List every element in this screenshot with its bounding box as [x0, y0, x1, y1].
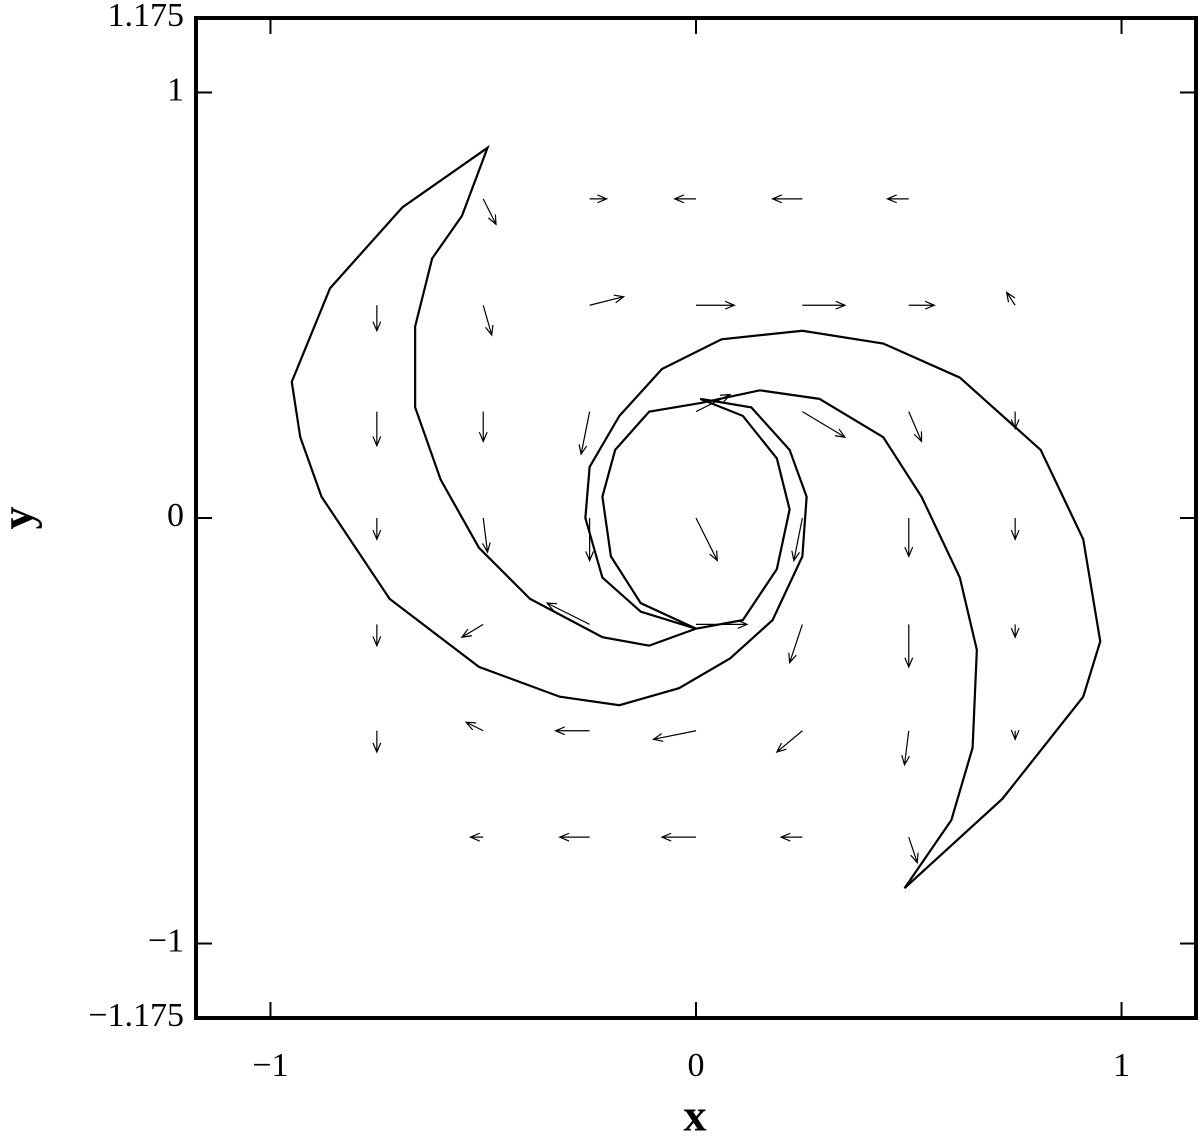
- arrow: [908, 300, 936, 310]
- y-tick-label: 1.175: [108, 0, 185, 34]
- arrow: [482, 198, 497, 226]
- arrow: [696, 300, 736, 310]
- arrow: [372, 305, 382, 333]
- arrow: [1010, 624, 1020, 639]
- contour: [584, 329, 1102, 890]
- arrow: [460, 623, 484, 638]
- arrow: [673, 194, 696, 204]
- arrow: [908, 836, 919, 865]
- arrow: [372, 730, 382, 754]
- arrow: [802, 411, 847, 438]
- arrow: [771, 194, 803, 204]
- arrow: [904, 624, 914, 669]
- arrow: [589, 194, 609, 204]
- arrow: [775, 730, 803, 754]
- x-axis-label: x: [684, 1090, 707, 1139]
- y-tick-label: −1.175: [88, 997, 184, 1034]
- arrow: [802, 300, 847, 310]
- y-tick-label: 0: [167, 497, 184, 534]
- arrow: [468, 832, 484, 842]
- arrow: [478, 411, 488, 443]
- arrow: [901, 730, 911, 767]
- x-tick-label: 0: [688, 1047, 705, 1084]
- x-tick-label: 1: [1113, 1047, 1130, 1084]
- arrow: [481, 517, 491, 554]
- arrow: [779, 832, 803, 842]
- arrow: [589, 294, 626, 306]
- arrow: [372, 518, 382, 541]
- y-tick-label: 1: [167, 71, 184, 108]
- arrow: [651, 730, 697, 742]
- arrow: [695, 517, 718, 562]
- y-axis-label: y: [0, 507, 43, 530]
- x-tick-label: −1: [252, 1047, 288, 1084]
- arrow: [1005, 291, 1016, 306]
- arrow: [1010, 729, 1020, 741]
- arrow: [1010, 518, 1020, 541]
- arrow: [554, 726, 590, 736]
- arrow: [578, 411, 591, 456]
- arrow: [788, 624, 803, 665]
- arrow: [372, 411, 382, 448]
- arrow: [696, 619, 749, 629]
- arrow: [545, 602, 590, 625]
- arrow: [464, 721, 484, 732]
- arrow: [660, 832, 696, 842]
- arrow: [885, 194, 909, 204]
- arrow: [695, 393, 732, 413]
- arrow: [908, 411, 923, 443]
- contour: [290, 144, 808, 707]
- arrow: [482, 305, 494, 337]
- arrow: [585, 518, 595, 563]
- arrow: [791, 517, 803, 563]
- y-tick-label: −1: [148, 922, 184, 959]
- arrow: [558, 832, 590, 842]
- arrow: [904, 518, 914, 558]
- arrow: [372, 624, 382, 648]
- arrow: [1010, 411, 1020, 431]
